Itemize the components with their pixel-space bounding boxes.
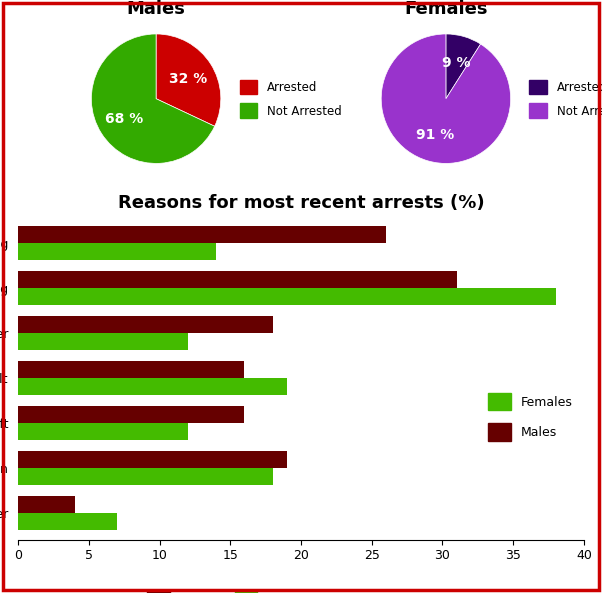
Wedge shape — [92, 34, 215, 164]
Title: Males: Males — [126, 0, 185, 18]
Bar — [18, 423, 188, 440]
Bar — [18, 513, 117, 530]
Bar — [18, 378, 287, 395]
Bar — [18, 496, 75, 513]
Bar — [18, 243, 216, 260]
Bar — [18, 361, 244, 378]
Legend: Males, Females: Males, Females — [142, 585, 324, 593]
Bar — [18, 468, 273, 485]
Text: 9 %: 9 % — [442, 56, 471, 69]
Bar — [18, 226, 386, 243]
Bar — [18, 451, 287, 468]
Wedge shape — [446, 34, 480, 98]
Legend: Arrested, Not Arrested: Arrested, Not Arrested — [524, 75, 602, 123]
Text: 91 %: 91 % — [417, 127, 455, 142]
Bar — [18, 333, 188, 350]
Bar — [18, 406, 244, 423]
Title: Females: Females — [404, 0, 488, 18]
Wedge shape — [156, 34, 221, 126]
Bar — [18, 316, 273, 333]
Text: 68 %: 68 % — [105, 112, 143, 126]
Text: 32 %: 32 % — [169, 72, 207, 85]
Wedge shape — [381, 34, 510, 164]
Title: Reasons for most recent arrests (%): Reasons for most recent arrests (%) — [117, 194, 485, 212]
Bar — [18, 288, 556, 305]
Bar — [18, 271, 457, 288]
Legend: Arrested, Not Arrested: Arrested, Not Arrested — [235, 75, 346, 123]
